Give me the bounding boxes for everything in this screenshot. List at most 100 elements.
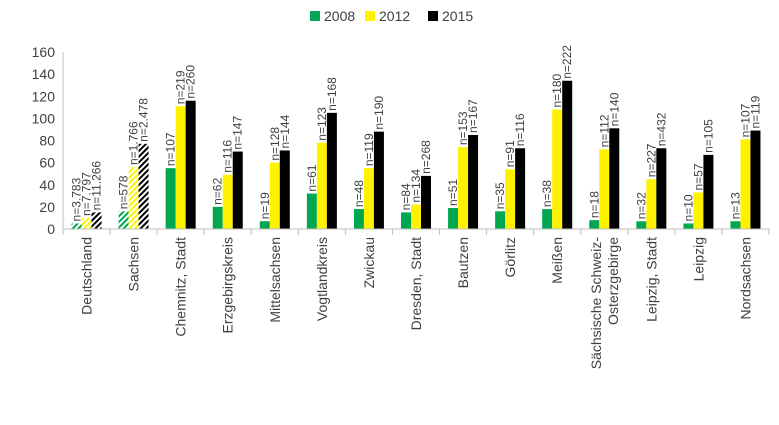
legend-label-2008: 2008 — [324, 8, 355, 24]
bar-count-label: n=268 — [419, 140, 433, 174]
bar-2012 — [646, 179, 657, 229]
bar-count-label: n=61 — [305, 164, 319, 191]
bar-count-label: n=7.797 — [80, 172, 94, 216]
bar-2015 — [138, 143, 149, 229]
bar-2008 — [71, 223, 82, 229]
bar-count-label: n=38 — [540, 180, 554, 207]
bar-2012 — [175, 106, 186, 229]
bar-count-label: n=128 — [268, 127, 282, 161]
bar-count-label: n=153 — [456, 111, 470, 145]
legend-swatch-2008 — [310, 11, 320, 21]
bar-count-label: n=51 — [446, 179, 460, 206]
y-axis: 0 20 40 60 80 100 120 140 160 — [32, 44, 64, 237]
x-category-label: Zwickau — [361, 237, 377, 288]
x-category-label: Leipzig, Stadt — [643, 237, 659, 322]
bar-2012 — [552, 109, 563, 229]
bar-count-label: n=432 — [654, 112, 668, 146]
bar-2012 — [363, 168, 374, 229]
bar-2008 — [212, 206, 223, 229]
bar-count-label: n=84 — [399, 183, 413, 210]
bar-count-label: n=147 — [231, 116, 245, 150]
bar-2012 — [269, 162, 280, 229]
bar-count-label: n=168 — [325, 77, 339, 111]
bar-count-label: n=116 — [513, 113, 527, 146]
bar-count-label: n=48 — [352, 180, 366, 207]
x-category-label: Chemnitz, Stadt — [173, 237, 189, 337]
bar-2012 — [81, 217, 92, 229]
bar-2008 — [118, 211, 129, 229]
bar-count-label: n=144 — [278, 114, 292, 148]
bar-2008 — [589, 220, 600, 229]
bar-2008 — [730, 221, 741, 229]
x-category-label: Görlitz — [502, 237, 518, 277]
x-category-label: Meißen — [549, 237, 565, 284]
y-tick-label: 40 — [39, 177, 55, 193]
bar-count-label: n=134 — [409, 169, 423, 203]
bar-count-label: n=11.266 — [90, 161, 104, 211]
x-category-label: Sächsische Schweiz- — [588, 237, 604, 370]
x-category-label: Mittelsachsen — [267, 237, 283, 323]
bar-2015 — [91, 212, 102, 229]
bar-count-label: n=91 — [503, 140, 517, 167]
bar-count-label: n=3.783 — [70, 177, 84, 221]
bar-2012 — [599, 149, 610, 229]
bar-2012 — [458, 147, 469, 229]
x-category-label: Erzgebirgskreis — [220, 237, 236, 333]
legend: 2008 2012 2015 — [310, 8, 473, 24]
bar-count-label: n=57 — [691, 163, 705, 190]
bar-2008 — [353, 209, 364, 229]
bar-2012 — [740, 139, 751, 229]
bars-group — [71, 80, 761, 229]
bar-count-label: n=2.478 — [137, 98, 151, 142]
bar-2015 — [326, 112, 337, 229]
bar-2012 — [128, 167, 139, 229]
bar-2008 — [165, 168, 176, 229]
y-tick-label: 20 — [39, 199, 55, 215]
x-category-label: Vogtlandkreis — [314, 237, 330, 321]
bar-count-label: n=107 — [164, 132, 178, 166]
y-tick-label: 160 — [32, 44, 56, 60]
bar-count-label: n=19 — [258, 192, 272, 219]
bar-count-label: n=1.766 — [127, 121, 141, 165]
x-category-label: Sachsen — [126, 237, 142, 291]
bar-2008 — [495, 211, 506, 229]
legend-label-2012: 2012 — [379, 8, 410, 24]
bar-count-label: n=227 — [644, 143, 658, 177]
x-category-label: Leipzig — [690, 237, 706, 281]
bar-2015 — [232, 151, 243, 229]
x-category-label: Bautzen — [455, 237, 471, 288]
bar-2008 — [448, 207, 459, 229]
bar-2012 — [411, 204, 421, 229]
bar-count-label: n=107 — [738, 103, 752, 137]
y-tick-label: 60 — [39, 155, 55, 171]
bar-count-label: n=119 — [748, 95, 762, 128]
bar-2012 — [505, 169, 516, 229]
bar-count-label: n=180 — [550, 73, 564, 107]
y-tick-label: 80 — [39, 133, 55, 149]
bar-count-label: n=62 — [211, 178, 225, 205]
bar-2015 — [515, 148, 526, 229]
bar-2008 — [636, 221, 647, 229]
bar-2012 — [222, 174, 233, 229]
bar-count-label: n=116 — [221, 140, 235, 173]
x-category-label: Nordsachsen — [737, 237, 753, 320]
bar-2015 — [750, 130, 761, 229]
bar-2008 — [306, 193, 317, 229]
bar-count-label: n=105 — [701, 119, 715, 153]
bar-2008 — [259, 221, 270, 229]
bar-count-label: n=32 — [634, 192, 648, 219]
bar-2015 — [609, 128, 620, 229]
bar-2008 — [683, 223, 694, 229]
bar-count-label: n=10 — [681, 194, 695, 221]
x-category-label: Osterzgebirge — [605, 237, 621, 325]
bar-count-label: n=260 — [184, 65, 198, 99]
bar-2012 — [316, 142, 327, 229]
bar-2008 — [401, 212, 411, 229]
bar-count-label: n=140 — [607, 92, 621, 126]
bar-count-label: n=167 — [466, 99, 480, 133]
bar-count-label: n=13 — [728, 192, 742, 219]
bar-count-label: n=35 — [493, 182, 507, 209]
y-tick-label: 140 — [32, 66, 56, 82]
